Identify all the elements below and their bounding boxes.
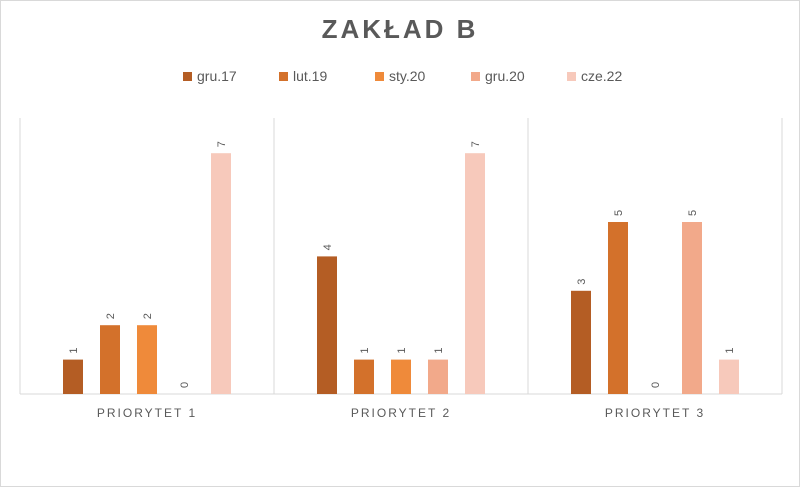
bar-cze-22-2 [465,153,485,394]
legend-item-sty-20: sty.20 [375,66,425,86]
data-label: 2 [142,313,154,319]
bar-gru-17-3 [571,290,591,394]
legend-item-lut-19: lut.19 [279,66,327,86]
bar-sty-20-2 [391,359,411,394]
legend-swatch [375,71,384,81]
bar-cze-22-3 [719,359,739,394]
bar-gru-20-3 [682,222,702,394]
data-label: 1 [396,347,408,353]
bar-cze-22-1 [211,153,231,394]
data-label: 1 [433,347,445,353]
data-label: 7 [470,141,482,147]
data-label: 4 [322,244,334,250]
bar-gru-17-2 [317,256,337,394]
data-label: 1 [68,347,80,353]
legend-label: cze.22 [581,68,623,84]
data-label: 2 [105,313,117,319]
legend-label: sty.20 [389,68,426,84]
data-label: 0 [179,382,191,388]
legend-label: lut.19 [293,68,328,84]
bar-gru-20-2 [428,359,448,394]
data-label: 5 [687,210,699,216]
legend-item-cze-22: cze.22 [567,66,622,86]
legend-item-gru-20: gru.20 [471,66,525,86]
data-label: 1 [724,347,736,353]
legend-label: gru.17 [197,68,237,84]
legend-swatch [279,71,288,81]
bar-lut-19-1 [100,325,120,394]
chart-title: ZAKŁAD B [321,14,479,44]
data-label: 0 [650,382,662,388]
data-label: 7 [216,141,228,147]
x-tick-label: PRIORYTET 1 [97,406,197,420]
x-tick-label: PRIORYTET 2 [351,406,451,420]
legend-swatch [471,71,480,81]
chart-legend: gru.17 lut.19 sty.20 gru.20 cze.22 [0,66,800,86]
bar-lut-19-3 [608,222,628,394]
bar-lut-19-2 [354,359,374,394]
bar-gru-17-1 [63,359,83,394]
legend-swatch [183,71,192,81]
legend-label: gru.20 [485,68,525,84]
bar-sty-20-1 [137,325,157,394]
legend-swatch [567,71,576,81]
x-tick-label: PRIORYTET 3 [605,406,705,420]
data-label: 5 [613,210,625,216]
legend-item-gru-17: gru.17 [183,66,237,86]
data-label: 3 [576,279,588,285]
data-label: 1 [359,347,371,353]
